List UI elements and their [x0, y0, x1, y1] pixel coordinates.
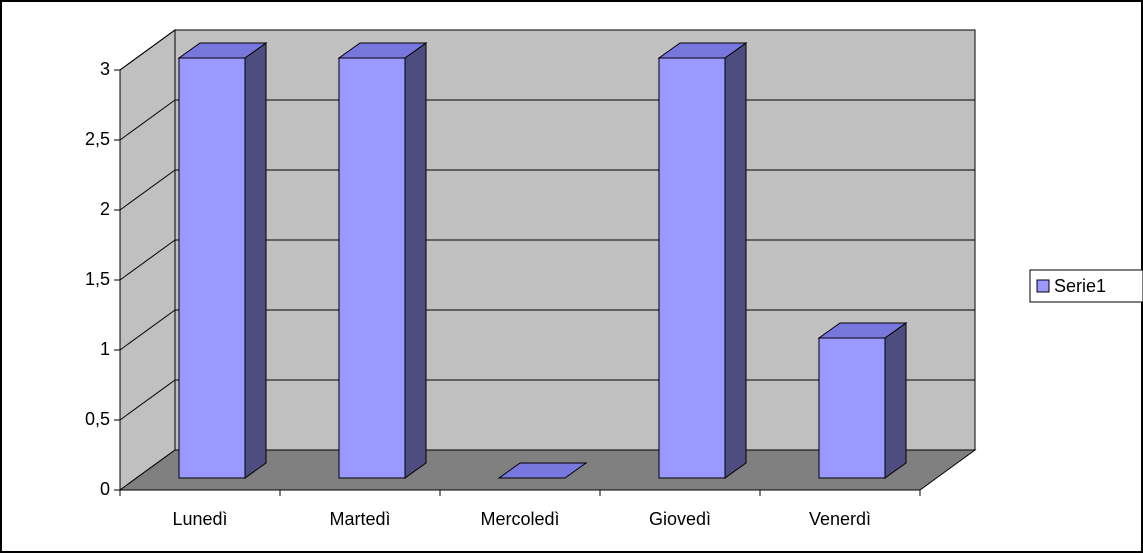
x-tick-label: Mercoledì — [480, 509, 559, 529]
grid-line-side — [119, 29, 176, 71]
x-tick-label: Lunedì — [172, 509, 227, 529]
y-tick-label: 3 — [100, 59, 110, 79]
bar-top — [497, 462, 588, 479]
bar-front — [178, 57, 246, 479]
y-tick-label: 2,5 — [85, 129, 110, 149]
legend: Serie1 — [1036, 276, 1106, 296]
x-tick-label: Martedì — [329, 509, 390, 529]
bar-front — [658, 57, 726, 479]
bar-side — [404, 42, 427, 479]
grid-line-side — [119, 379, 176, 421]
bar — [337, 42, 428, 479]
y-tick-label: 0 — [100, 479, 110, 499]
axis-labels: 0 0,5 1 1,5 2 2,5 3 Lunedì Martedì Mercoledì Giove… — [85, 59, 921, 529]
grid-line-side — [119, 169, 176, 211]
bar — [497, 462, 588, 479]
x-tick-label: Venerdì — [809, 509, 871, 529]
grid-line-side — [119, 239, 176, 281]
y-tick-label: 1 — [100, 339, 110, 359]
x-tick-label: Giovedì — [649, 509, 711, 529]
bar-top — [337, 42, 428, 59]
bar-front — [818, 337, 886, 479]
y-tick-label: 2 — [100, 199, 110, 219]
bar — [817, 322, 908, 479]
bar-top — [817, 322, 908, 339]
bar — [657, 42, 748, 479]
bar-top — [177, 42, 268, 59]
y-tick-label: 0,5 — [85, 409, 110, 429]
bar-front — [338, 57, 406, 479]
bars — [177, 42, 908, 479]
grid-line-side — [119, 99, 176, 141]
bar — [177, 42, 268, 479]
bar-side — [244, 42, 267, 479]
bar-side — [884, 322, 907, 479]
legend-swatch — [1036, 279, 1050, 293]
bar-side — [724, 42, 747, 479]
grid-line-side — [119, 309, 176, 351]
y-tick-label: 1,5 — [85, 269, 110, 289]
legend-label: Serie1 — [1054, 276, 1106, 296]
bar-top — [657, 42, 748, 59]
